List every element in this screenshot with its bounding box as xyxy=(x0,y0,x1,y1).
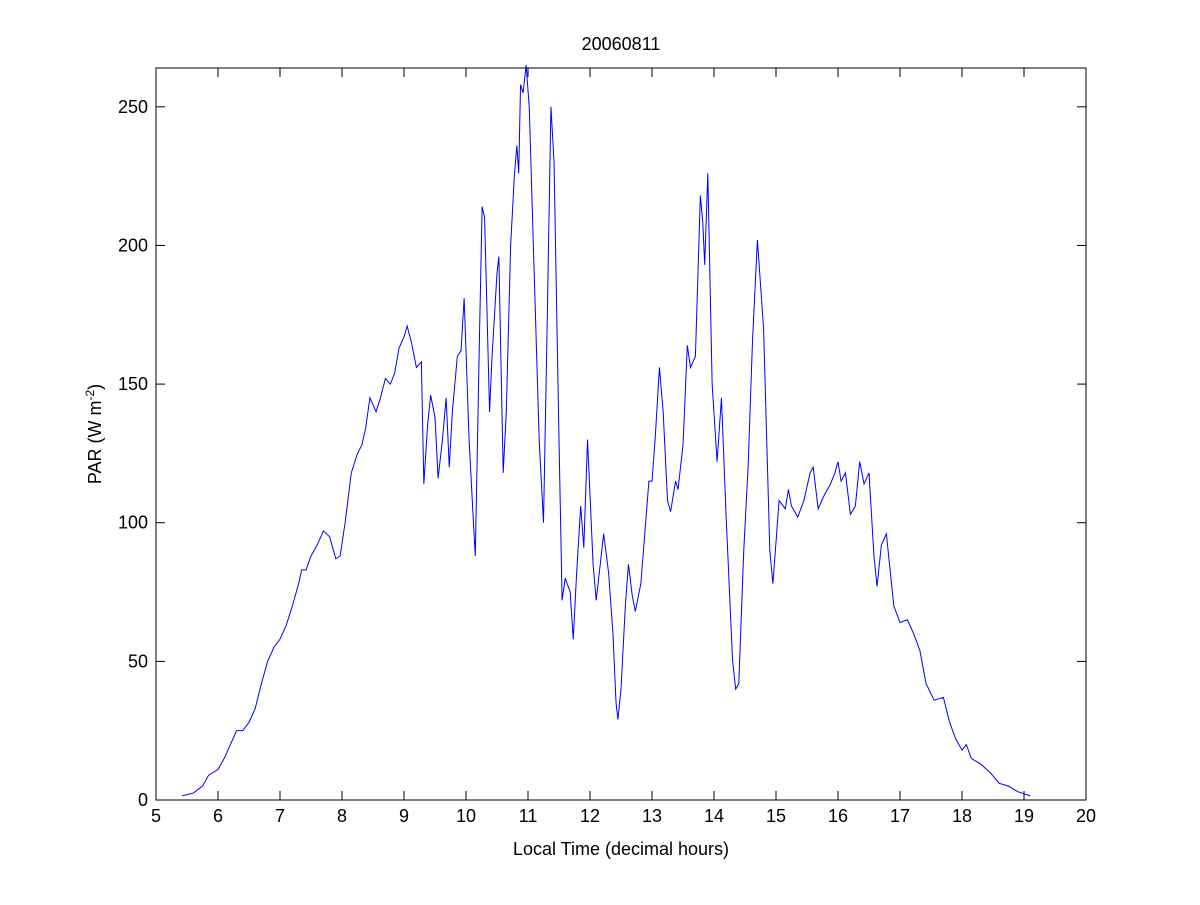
x-tick-label: 12 xyxy=(580,806,600,826)
x-tick-label: 16 xyxy=(828,806,848,826)
plot-frame xyxy=(155,67,1087,801)
x-tick-label: 19 xyxy=(1014,806,1034,826)
y-tick-label: 250 xyxy=(118,97,148,117)
x-tick-label: 9 xyxy=(399,806,409,826)
x-tick-label: 15 xyxy=(766,806,786,826)
x-tick-label: 17 xyxy=(890,806,910,826)
y-label-sup: -2 xyxy=(83,390,97,401)
y-axis-label: PAR (W m-2) xyxy=(83,384,105,484)
y-tick-label: 0 xyxy=(138,790,148,810)
x-axis-label: Local Time (decimal hours) xyxy=(513,839,729,859)
data-line xyxy=(181,65,1031,797)
y-tick-label: 50 xyxy=(128,651,148,671)
y-tick-label: 100 xyxy=(118,513,148,533)
x-tick-label: 20 xyxy=(1076,806,1096,826)
x-tick-label: 8 xyxy=(337,806,347,826)
y-label-end: ) xyxy=(85,384,105,390)
x-tick-label: 6 xyxy=(213,806,223,826)
x-tick-label: 13 xyxy=(642,806,662,826)
chart-title: 20060811 xyxy=(582,34,661,54)
x-tick-label: 5 xyxy=(151,806,161,826)
y-tick-label: 150 xyxy=(118,374,148,394)
x-tick-label: 18 xyxy=(952,806,972,826)
y-label-main: PAR (W m xyxy=(85,401,105,485)
x-tick-label: 11 xyxy=(519,806,538,826)
x-tick-label: 7 xyxy=(275,806,285,826)
x-tick-label: 14 xyxy=(704,806,724,826)
y-tick-label: 200 xyxy=(118,235,148,255)
x-tick-label: 10 xyxy=(456,806,476,826)
